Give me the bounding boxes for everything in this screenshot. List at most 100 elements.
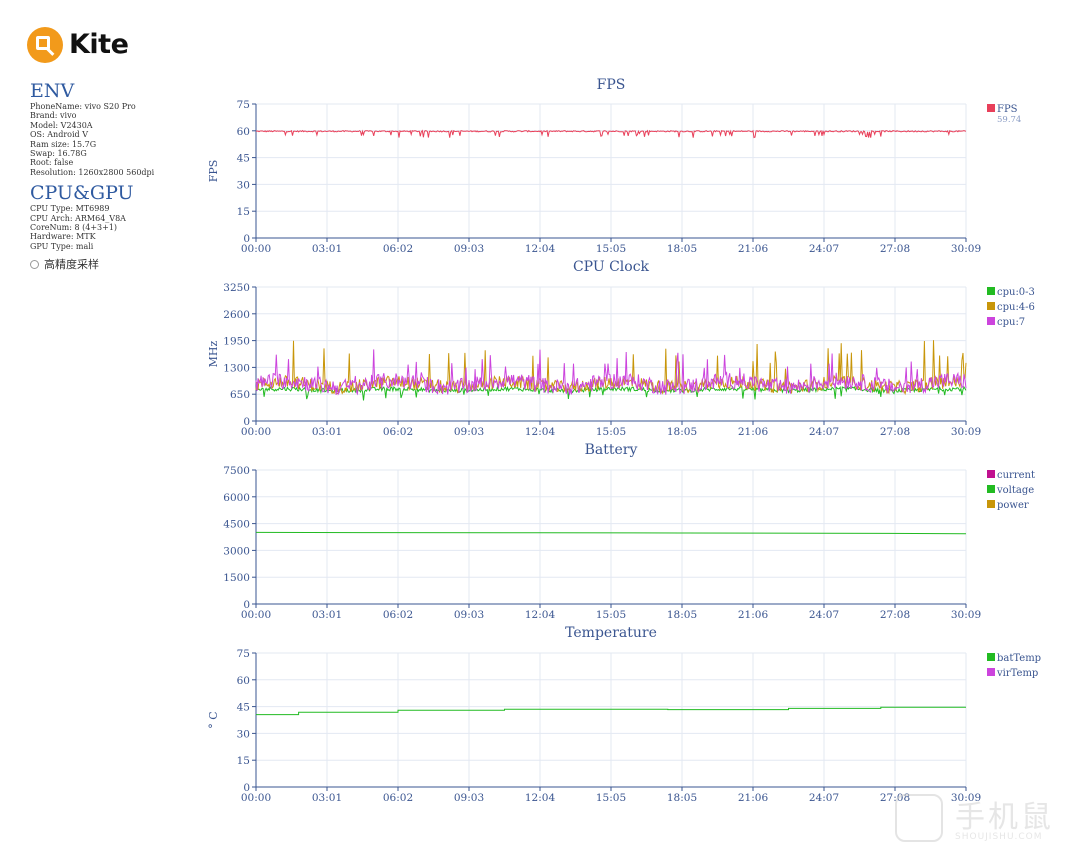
x-tick-label: 09:03 <box>454 426 484 438</box>
series-line-cpu:0-3 <box>255 384 967 401</box>
watermark-subtext: SHOUJISHU.COM <box>955 832 1043 842</box>
y-axis-label: ° C <box>207 711 220 728</box>
x-tick-label: 03:01 <box>312 243 342 255</box>
env-info-line: Root: false <box>30 158 74 168</box>
legend-swatch[interactable] <box>987 317 995 325</box>
fps-chart-title: FPS <box>596 77 626 93</box>
watermark-icon <box>895 794 943 842</box>
y-tick-label: 60 <box>237 126 250 138</box>
x-tick-label: 30:09 <box>951 792 981 804</box>
x-tick-label: 30:09 <box>951 609 981 621</box>
y-tick-label: 650 <box>230 389 250 401</box>
y-tick-label: 45 <box>237 702 250 714</box>
legend-label[interactable]: voltage <box>996 485 1034 496</box>
env-info-line: Model: V2430A <box>30 120 93 130</box>
x-tick-label: 15:05 <box>596 243 626 255</box>
legend-swatch[interactable] <box>987 653 995 661</box>
legend-label[interactable]: cpu:4-6 <box>997 302 1035 313</box>
series-line-voltage <box>255 531 967 535</box>
kite-logo: Kite <box>27 27 137 67</box>
cpugpu-info-line: CPU Type: MT6989 <box>30 204 110 214</box>
cpugpu-title: CPU&GPU <box>30 182 134 205</box>
x-tick-label: 18:05 <box>667 792 697 804</box>
y-tick-label: 4500 <box>223 519 250 531</box>
env-info-list: PhoneName: vivo S20 Pro Brand: vivo Model:… <box>30 102 220 177</box>
legend-swatch[interactable] <box>987 470 995 478</box>
legend-label[interactable]: FPS <box>997 104 1018 115</box>
x-tick-label: 24:07 <box>809 609 839 621</box>
x-tick-label: 09:03 <box>454 792 484 804</box>
x-tick-label: 09:03 <box>454 609 484 621</box>
watermark-text: 手机鼠 <box>955 800 1054 835</box>
legend-label[interactable]: cpu:0-3 <box>997 287 1035 298</box>
y-tick-label: 6000 <box>223 492 250 504</box>
env-title: ENV <box>30 80 75 102</box>
x-tick-label: 15:05 <box>596 426 626 438</box>
legend-swatch[interactable] <box>987 287 995 295</box>
x-tick-label: 24:07 <box>809 243 839 255</box>
x-tick-label: 03:01 <box>312 609 342 621</box>
x-tick-label: 03:01 <box>312 426 342 438</box>
y-tick-label: 30 <box>237 728 250 740</box>
y-tick-label: 75 <box>237 648 250 660</box>
x-tick-label: 09:03 <box>454 243 484 255</box>
legend-value: 59.74 <box>997 115 1021 125</box>
high-precision-toggle[interactable]: 高精度采样 <box>30 256 220 272</box>
y-tick-label: 15 <box>237 755 250 767</box>
watermark: 手机鼠 SHOUJISHU.COM <box>895 792 1070 852</box>
x-tick-label: 21:06 <box>738 243 769 255</box>
legend-label[interactable]: batTemp <box>997 653 1041 664</box>
y-tick-label: 60 <box>237 675 250 687</box>
x-tick-label: 18:05 <box>667 609 697 621</box>
env-info-line: Brand: vivo <box>30 111 77 121</box>
legend-swatch[interactable] <box>987 485 995 493</box>
cpugpu-info-line: Hardware: MTK <box>30 232 96 242</box>
x-tick-label: 21:06 <box>738 792 769 804</box>
y-tick-label: 0 <box>243 782 250 794</box>
legend-swatch[interactable] <box>987 302 995 310</box>
env-info-line: Resolution: 1260x2800 560dpi <box>30 167 155 177</box>
legend-swatch[interactable] <box>987 500 995 508</box>
radio-icon[interactable] <box>30 259 39 269</box>
y-tick-label: 45 <box>237 153 250 165</box>
x-tick-label: 06:02 <box>383 792 413 804</box>
cpu-chart-title: CPU Clock <box>572 259 650 275</box>
y-tick-label: 0 <box>243 416 250 428</box>
legend-swatch[interactable] <box>987 668 995 676</box>
legend-label[interactable]: cpu:7 <box>997 317 1025 328</box>
x-tick-label: 30:09 <box>951 243 981 255</box>
x-tick-label: 12:04 <box>525 426 556 438</box>
x-tick-label: 00:00 <box>241 792 271 804</box>
x-tick-label: 00:00 <box>241 426 271 438</box>
y-tick-label: 1300 <box>223 362 250 374</box>
x-tick-label: 18:05 <box>667 243 697 255</box>
legend-swatch[interactable] <box>987 104 995 112</box>
legend-label[interactable]: current <box>997 470 1035 481</box>
fps-chart: 00:00 03:01 06:02 09:03 12:04 15:05 18:05 21:06… <box>207 99 1021 255</box>
kite-logo-text: Kite <box>69 29 129 60</box>
x-tick-label: 12:04 <box>525 609 556 621</box>
legend-label[interactable]: power <box>997 500 1029 511</box>
env-info-line: PhoneName: vivo S20 Pro <box>30 102 136 111</box>
env-info-line: OS: Android V <box>30 130 88 140</box>
kite-logo-icon <box>27 27 63 63</box>
x-tick-label: 06:02 <box>383 609 413 621</box>
y-tick-label: 3250 <box>223 282 250 294</box>
x-tick-label: 18:05 <box>667 426 697 438</box>
cpugpu-info-line: CPU Arch: ARM64_V8A <box>30 213 126 223</box>
device-info-panel: ENV PhoneName: vivo S20 Pro Brand: vivo Mo… <box>30 80 220 272</box>
x-tick-label: 00:00 <box>241 243 271 255</box>
y-tick-label: 7500 <box>223 465 250 477</box>
y-tick-label: 75 <box>237 99 250 111</box>
x-tick-label: 24:07 <box>809 426 839 438</box>
x-tick-label: 27:08 <box>880 426 910 438</box>
cpugpu-info-line: GPU Type: mali <box>30 241 94 251</box>
legend-label[interactable]: virTemp <box>996 668 1038 679</box>
temperature-chart: 00:00 03:01 06:02 09:03 12:04 15:05 18:05 21:06… <box>207 648 1041 804</box>
series-line-FPS <box>256 129 967 139</box>
y-tick-label: 0 <box>243 233 250 245</box>
x-tick-label: 12:04 <box>525 792 556 804</box>
x-tick-label: 00:00 <box>241 609 271 621</box>
x-tick-label: 06:02 <box>383 243 413 255</box>
